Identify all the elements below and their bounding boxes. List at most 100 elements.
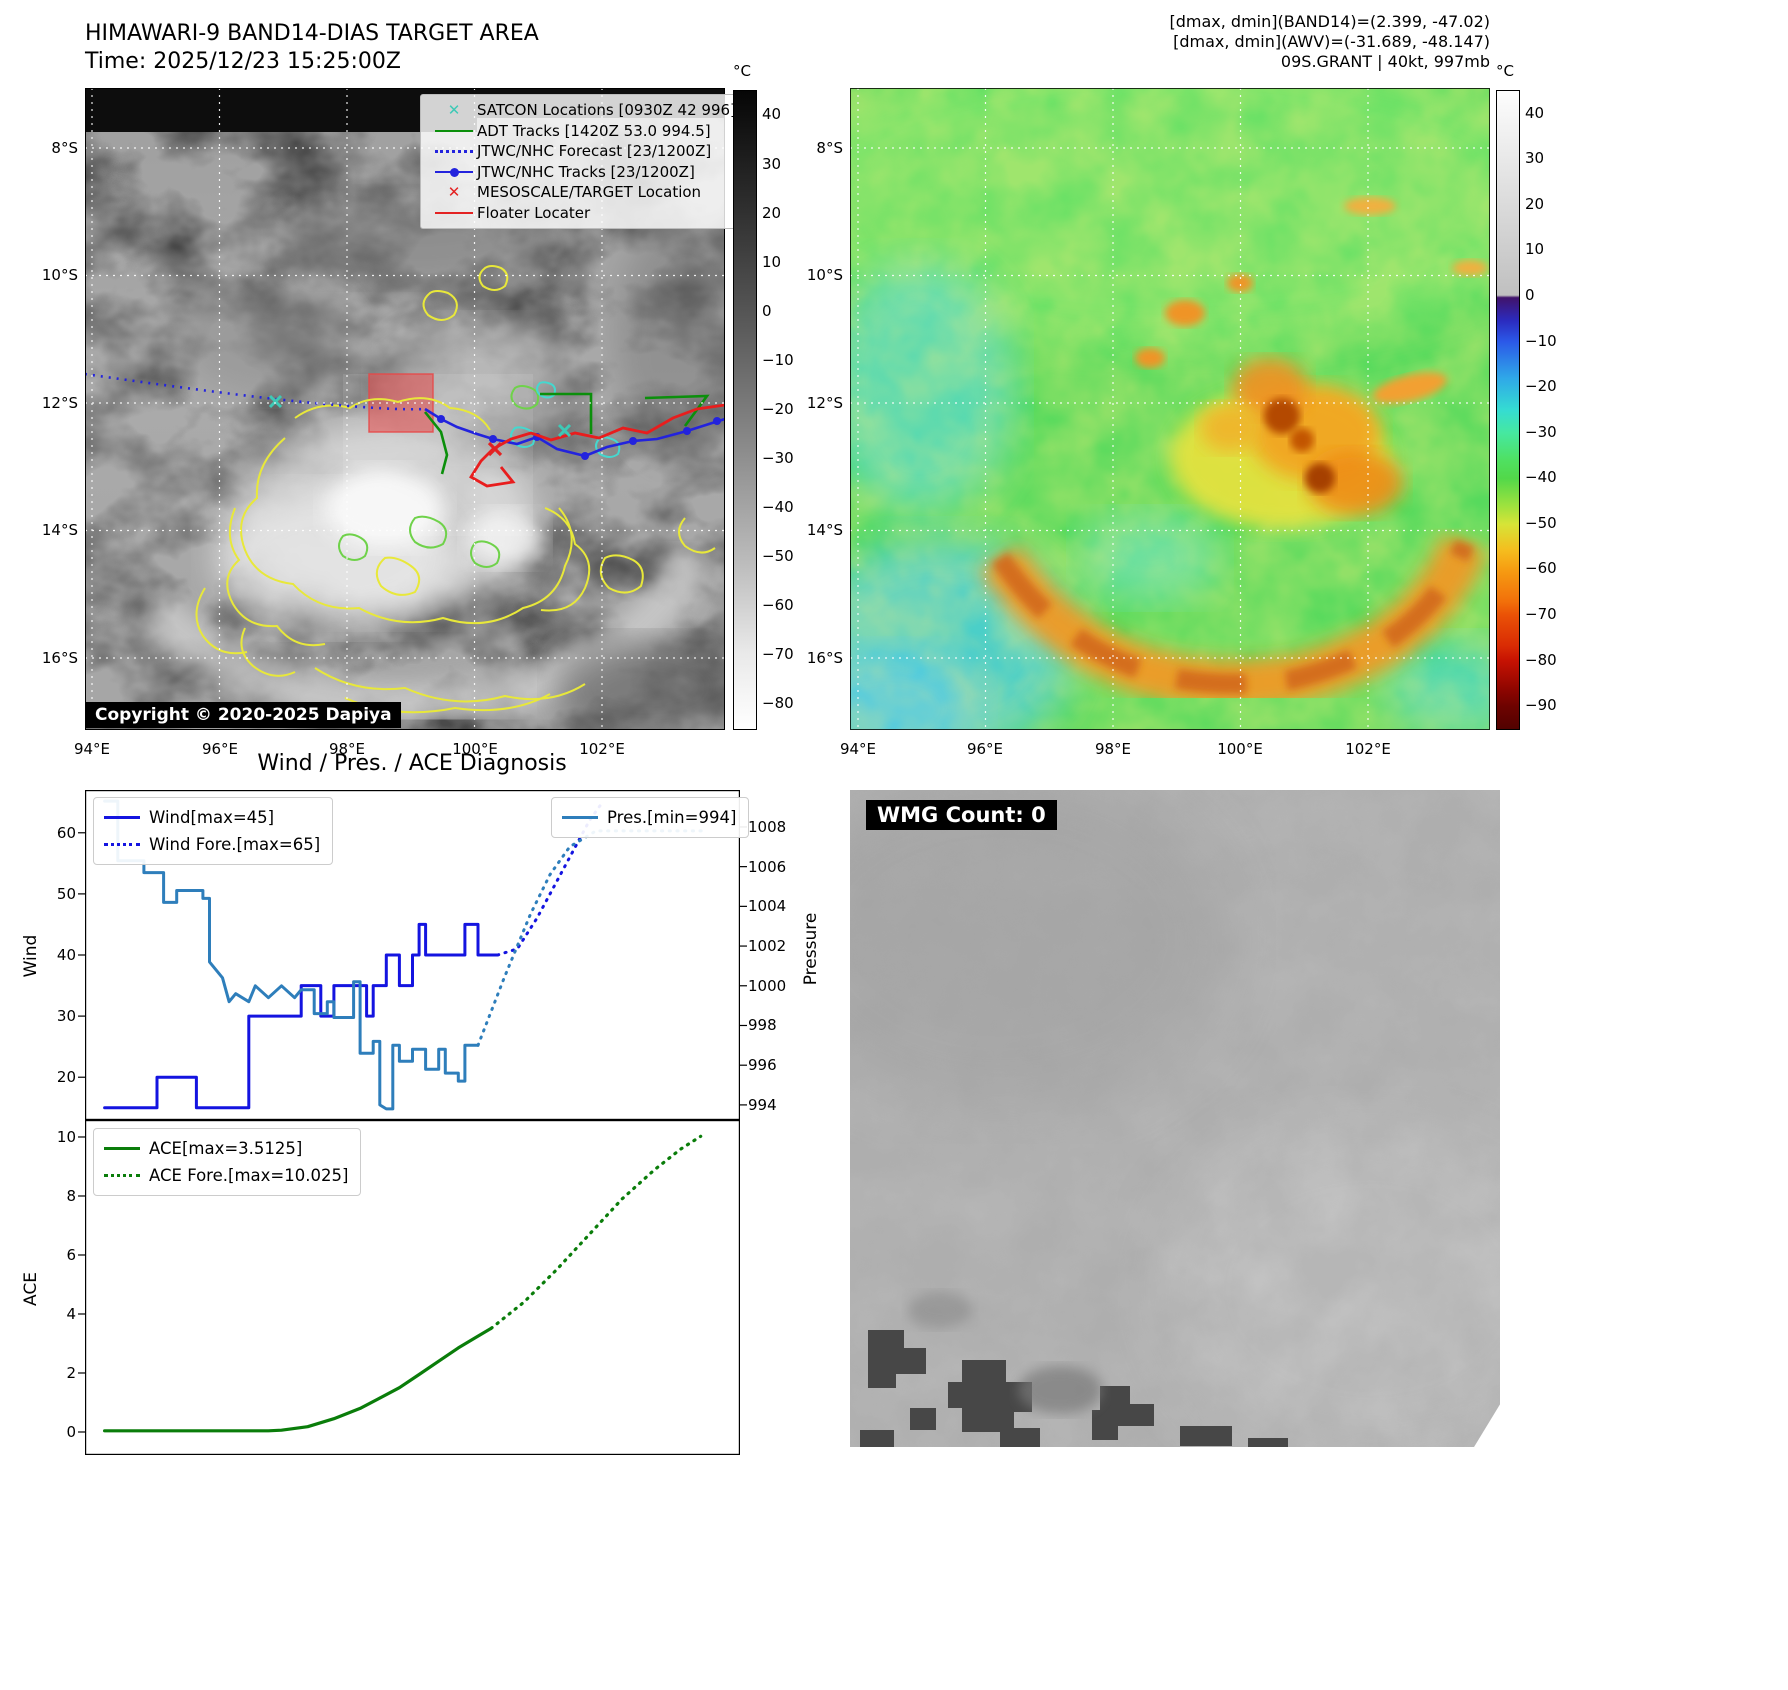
awv-map [850,88,1490,730]
awv-map-canvas [850,88,1490,730]
pressure-tick: 1006 [748,858,787,876]
colorbar-tick: −80 [762,694,794,712]
colorbar-tick: −10 [1525,332,1557,350]
legend-row: ACE Fore.[max=10.025] [104,1162,348,1189]
legend-label: Floater Locater [477,203,591,222]
colorbar-tick: 0 [762,302,772,320]
awv-header: [dmax, dmin](BAND14)=(2.399, -47.02) [dm… [1000,12,1491,72]
legend-label: JTWC/NHC Forecast [23/1200Z] [477,142,712,160]
pressure-tick: 1008 [748,818,787,836]
legend-row: Pres.[min=994] [562,804,736,831]
mesoscale-marker-icon [487,441,503,457]
lat-tick: 8°S [816,139,843,157]
lat-tick: 8°S [51,139,78,157]
pressure-tick: 998 [748,1016,777,1034]
legend-row-tracks: JTWC/NHC Tracks [23/1200Z] [431,162,731,183]
mesoscale-x-icon: ✕ [447,183,461,201]
colorbar-tick: 30 [1525,149,1545,167]
lat-tick: 10°S [806,266,843,284]
colorbar-tick: −80 [1525,651,1557,669]
colorbar-tick: −60 [762,596,794,614]
legend-row-mesoscale: ✕ MESOSCALE/TARGET Location [431,182,731,203]
legend-label: SATCON Locations [0930Z 42 996] [477,101,736,119]
colorbar-tick: 10 [762,253,782,271]
legend-label: MESOSCALE/TARGET Location [477,183,702,201]
lat-tick: 14°S [806,521,843,539]
satcon-x-icon: ✕ [447,101,461,119]
band14-time: Time: 2025/12/23 15:25:00Z [85,49,401,74]
series-pres [103,799,480,1111]
colorbar-tick: 20 [1525,195,1545,213]
awv-gridlines [850,88,1490,730]
colorbar-tick: −20 [762,400,794,418]
lat-tick: 12°S [806,394,843,412]
lon-tick: 100°E [452,740,498,758]
pressure-tick: 1002 [748,937,787,955]
colorbar-tick: −20 [1525,377,1557,395]
legend-label: Wind Fore.[max=65] [149,835,321,854]
cloud-shapes [140,193,725,730]
band14-legend: ✕ SATCON Locations [0930Z 42 996] ADT Tr… [420,94,742,229]
wind-tick: 30 [56,1007,76,1025]
track-line-dot-icon [435,168,473,177]
awv-imagery [850,88,1490,730]
awv-colorbar [1496,90,1520,730]
jtwc-track-dots [437,415,721,460]
colorbar-tick: −70 [1525,605,1557,623]
lat-tick: 16°S [806,649,843,667]
pressure-tick: 1000 [748,977,787,995]
ace-tick: 6 [66,1246,76,1264]
ace-tick: 0 [66,1423,76,1441]
legend-row: Wind Fore.[max=65] [104,831,320,858]
lon-tick: 98°E [328,740,366,758]
wind-forecast-swatch [104,843,140,846]
series-pres-fore [476,829,709,1047]
lon-tick: 96°E [201,740,239,758]
ir-contours-green [338,385,540,568]
lon-tick: 102°E [1345,740,1391,758]
legend-row: Wind[max=45] [104,804,320,831]
wind-axis-label: Wind [21,934,41,978]
plot-spines [85,790,740,1120]
legend-label: Wind[max=45] [149,808,275,827]
low-cloud-blobs [860,1330,1288,1447]
wind-tick: 20 [56,1068,76,1086]
series-ace-fore [489,1134,703,1330]
ace-legend: ACE[max=3.5125] ACE Fore.[max=10.025] [93,1128,362,1196]
legend-row-floater: Floater Locater [431,203,731,224]
legend-row-satcon: ✕ SATCON Locations [0930Z 42 996] [431,100,736,121]
adt-line-icon [435,130,473,132]
wind-tick: 60 [56,824,76,842]
colorbar-tick: 10 [1525,240,1545,258]
colorbar-tick: 0 [1525,286,1535,304]
lat-tick: 12°S [41,394,78,412]
ace-tick: 2 [66,1364,76,1382]
convection-blobs [980,197,1488,708]
awv-header-line3: 09S.GRANT | 40kt, 997mb [1280,52,1490,71]
wmg-canvas [850,790,1500,1447]
legend-row-forecast: JTWC/NHC Forecast [23/1200Z] [431,141,731,162]
ir-contours-yellow [195,265,716,714]
awv-frame [850,88,1490,730]
legend-label: ACE Fore.[max=10.025] [149,1166,349,1185]
lat-tick: 16°S [41,649,78,667]
floater-track [469,403,725,488]
pressure-axis-label: Pressure [801,912,821,986]
storm-tracks [85,372,725,488]
band14-title: HIMAWARI-9 BAND14-DIAS TARGET AREA [85,21,539,46]
colorbar-tick: −30 [762,449,794,467]
colorbar-tick: −60 [1525,559,1557,577]
awv-header-line2: [dmax, dmin](AWV)=(-31.689, -48.147) [1173,32,1490,51]
band14-frame [85,88,725,730]
jtwc-forecast-track [85,372,426,411]
ace-forecast-swatch [104,1174,140,1177]
colorbar-tick: −30 [1525,423,1557,441]
adt-track [423,392,710,475]
diagnosis-title: Wind / Pres. / ACE Diagnosis [257,751,567,776]
pressure-tick: 994 [748,1096,777,1114]
colorbar-tick: 30 [762,155,782,173]
lon-tick: 94°E [73,740,111,758]
colorbar-unit: °C [733,62,751,80]
wmg-count-badge: WMG Count: 0 [866,800,1057,830]
